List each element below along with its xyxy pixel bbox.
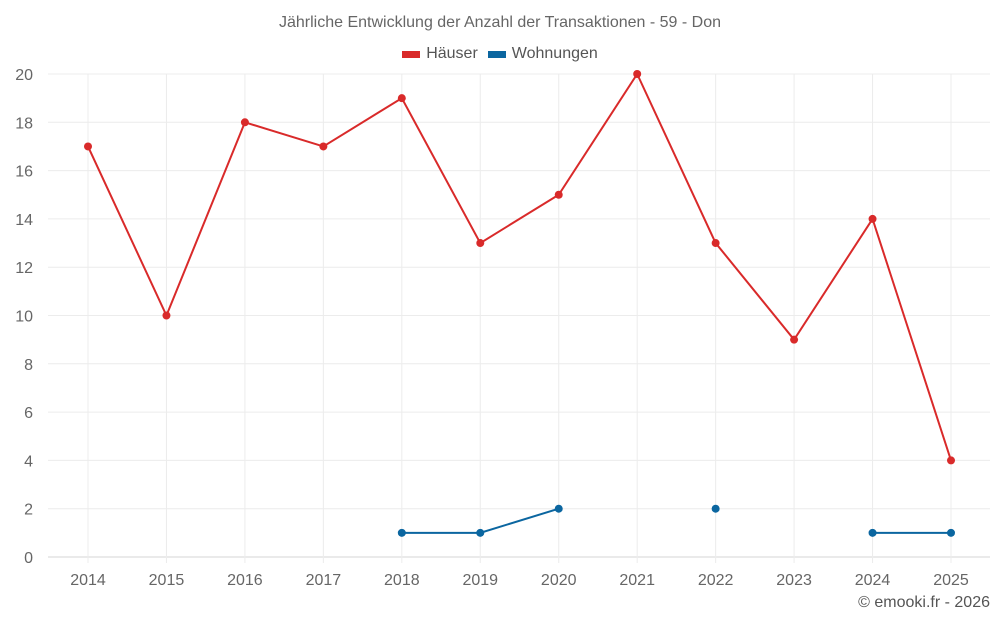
y-tick-label: 2: [24, 502, 33, 519]
y-tick-label: 12: [15, 260, 33, 277]
legend-item-haeuser[interactable]: Häuser: [402, 45, 478, 63]
y-tick-label: 4: [24, 453, 33, 470]
x-tick-label: 2025: [933, 572, 969, 589]
data-point[interactable]: [240, 118, 249, 127]
y-tick-label: 16: [15, 164, 33, 181]
data-point[interactable]: [947, 528, 955, 537]
x-tick-label: 2017: [306, 572, 342, 589]
x-tick-label: 2015: [149, 572, 185, 589]
x-tick-label: 2014: [70, 572, 106, 589]
data-point[interactable]: [476, 528, 485, 537]
x-tick-label: 2018: [384, 572, 420, 589]
y-axis: 0 2 4 6 8 10 12 14 16 18 20: [15, 67, 33, 567]
x-tick-label: 2023: [776, 572, 812, 589]
y-tick-label: 20: [15, 67, 33, 84]
data-point[interactable]: [868, 214, 877, 223]
data-point[interactable]: [162, 311, 171, 320]
chart-legend: Häuser Wohnungen: [0, 45, 1000, 63]
x-tick-label: 2016: [227, 572, 263, 589]
x-axis: 2014 2015 2016 2017 2018 2019 2020 2021 2022 2023…: [70, 572, 969, 589]
data-point[interactable]: [319, 142, 328, 151]
data-point[interactable]: [397, 528, 406, 537]
data-point[interactable]: [554, 190, 563, 199]
x-tick-label: 2020: [541, 572, 577, 589]
y-tick-label: 10: [15, 309, 33, 326]
data-point[interactable]: [711, 239, 720, 248]
series-häuser: [84, 70, 955, 465]
chart-grid: [48, 73, 990, 563]
data-point[interactable]: [476, 239, 485, 248]
y-tick-label: 14: [15, 212, 33, 229]
y-tick-label: 0: [24, 550, 33, 567]
x-tick-label: 2022: [698, 572, 734, 589]
x-tick-label: 2019: [462, 572, 498, 589]
chart-series: [84, 70, 955, 537]
legend-swatch-haeuser-icon: [402, 50, 421, 58]
legend-label-haeuser: Häuser: [426, 45, 478, 62]
data-point[interactable]: [711, 504, 720, 513]
x-tick-label: 2024: [855, 572, 891, 589]
series-wohnungen: [397, 504, 955, 537]
legend-item-wohnungen[interactable]: Wohnungen: [487, 45, 598, 63]
legend-label-wohnungen: Wohnungen: [511, 45, 598, 62]
y-tick-label: 8: [24, 357, 33, 374]
legend-swatch-wohnungen-icon: [487, 50, 506, 58]
series-line: [87, 71, 952, 461]
chart-title: Jährliche Entwicklung der Anzahl der Tra…: [278, 14, 721, 31]
data-point[interactable]: [84, 142, 92, 151]
y-tick-label: 6: [24, 405, 33, 422]
copyright-credit: © emooki.fr - 2026: [858, 594, 990, 611]
data-point[interactable]: [947, 456, 955, 465]
y-tick-label: 18: [15, 115, 33, 132]
x-tick-label: 2021: [619, 572, 655, 589]
data-point[interactable]: [790, 335, 799, 344]
data-point[interactable]: [397, 94, 406, 103]
data-point[interactable]: [554, 504, 563, 513]
data-point[interactable]: [633, 70, 642, 78]
data-point[interactable]: [868, 528, 877, 537]
